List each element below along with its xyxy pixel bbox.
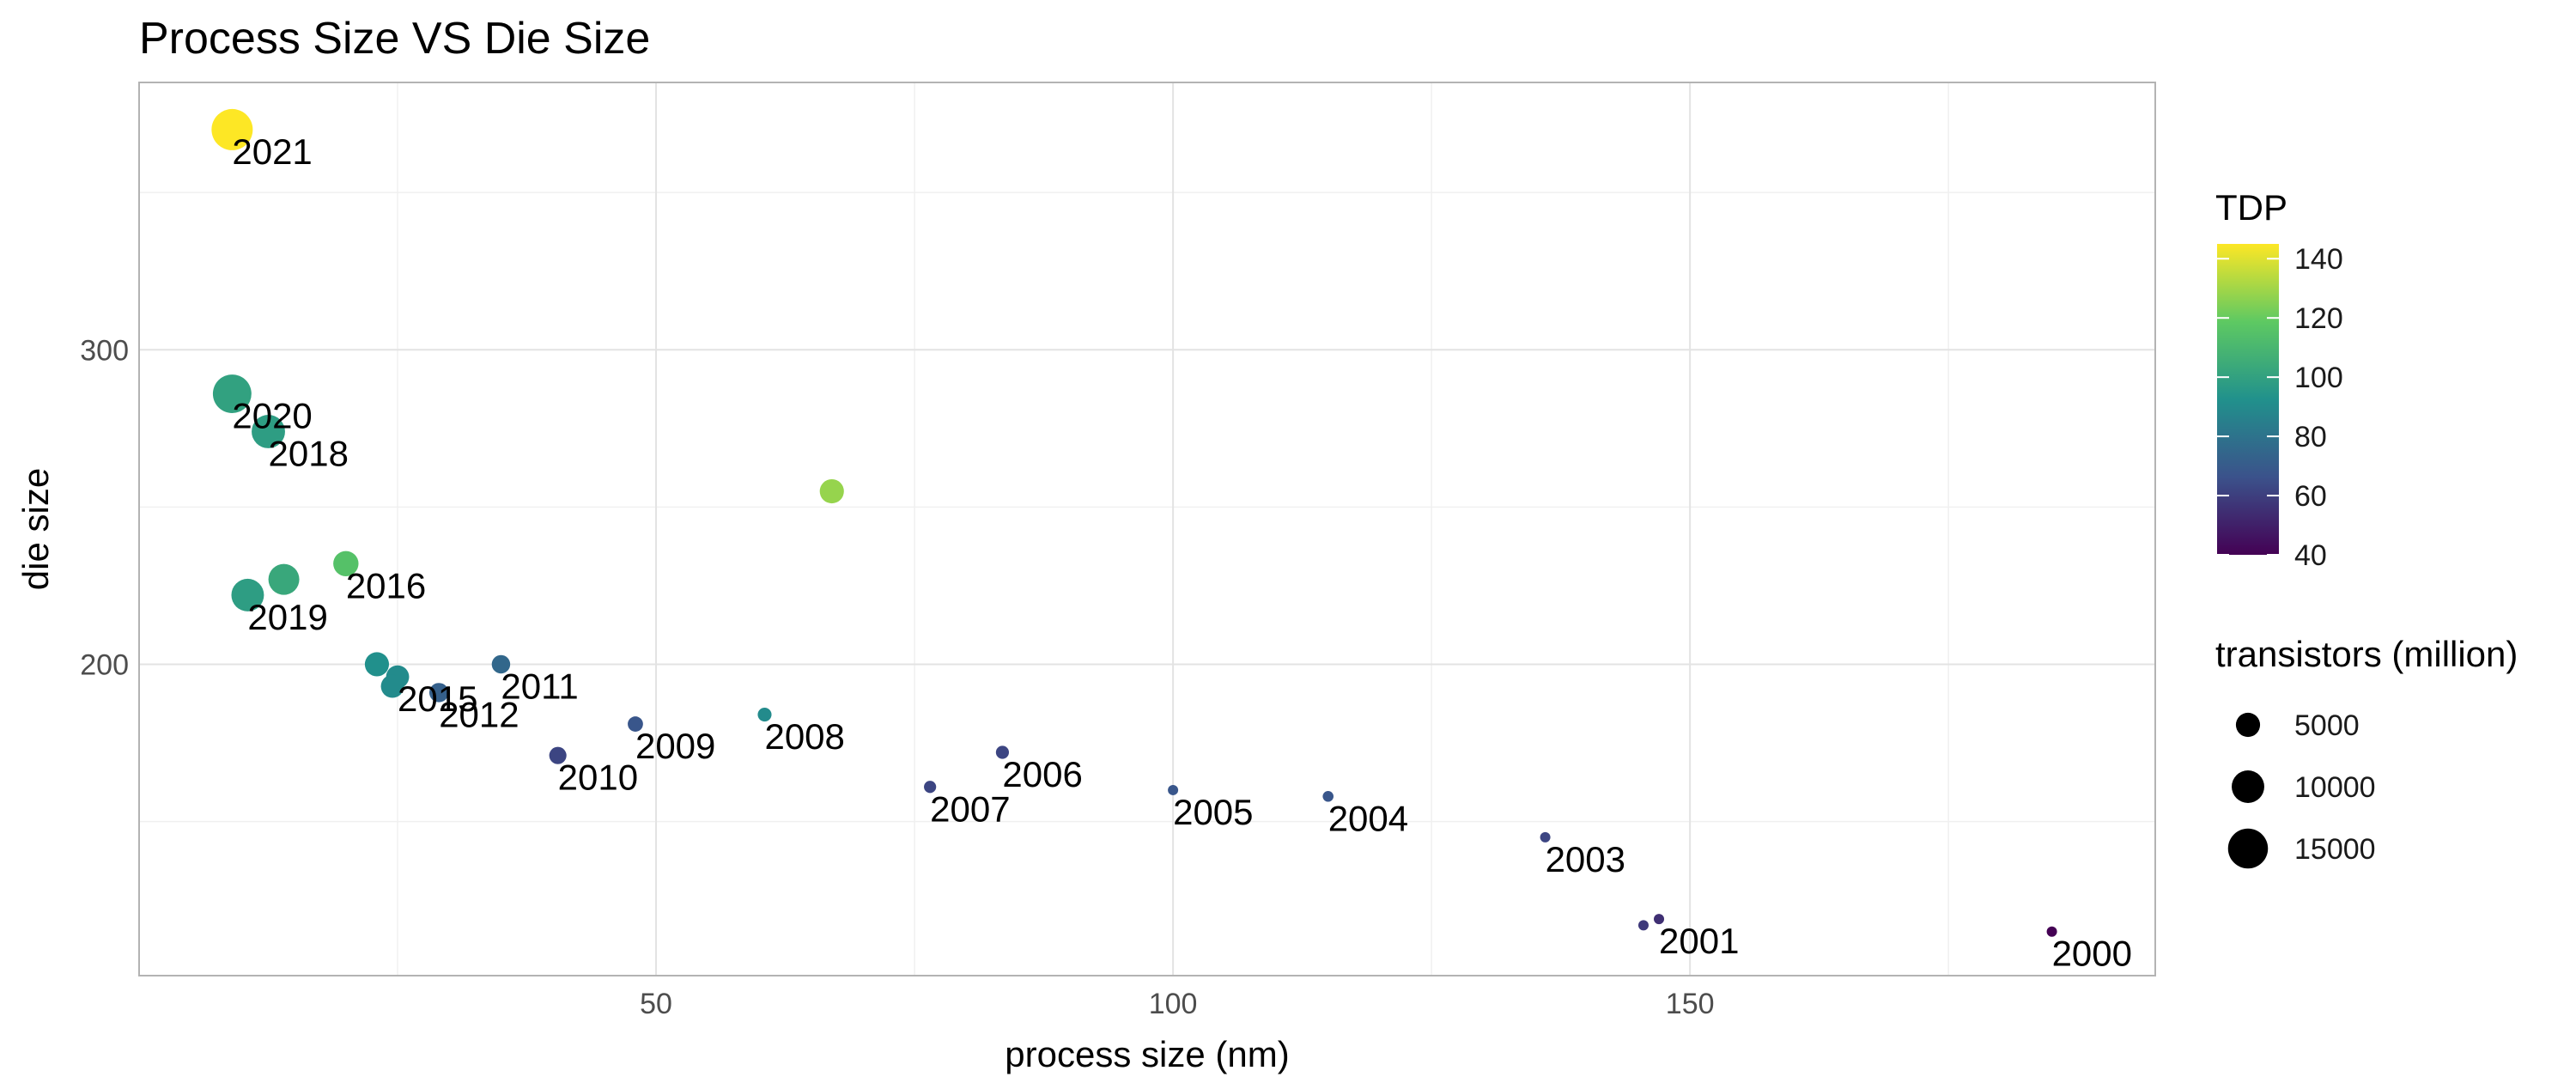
data-label: 2018 <box>269 433 349 473</box>
color-legend-label: 140 <box>2294 243 2343 276</box>
color-legend-ticks: 40 60 80 100 120 140 <box>2217 243 2343 572</box>
data-point <box>757 708 772 722</box>
data-point <box>380 674 404 698</box>
data-point <box>819 478 844 504</box>
data-label: 2010 <box>558 757 638 798</box>
data-label: 2006 <box>1002 754 1082 794</box>
data-label: 2021 <box>232 131 312 172</box>
x-tick-label: 100 <box>1149 988 1198 1020</box>
color-legend-label: 40 <box>2294 539 2327 572</box>
data-point <box>212 374 252 413</box>
data-label: 2005 <box>1173 792 1253 832</box>
color-legend-label: 120 <box>2294 302 2343 335</box>
chart-title: Process Size VS Die Size <box>139 14 650 64</box>
plot-panel-border <box>138 82 2156 976</box>
size-legend-label: 5000 <box>2294 709 2360 742</box>
size-legend-label: 10000 <box>2294 771 2376 804</box>
axis-ticks: 50 100 150 200 300 <box>80 334 1714 1020</box>
data-point <box>211 108 253 150</box>
data-label: 2009 <box>635 726 715 766</box>
size-legend-key <box>2232 770 2264 803</box>
data-point <box>231 578 264 611</box>
size-legend-key <box>2235 712 2261 738</box>
data-point <box>428 683 449 703</box>
data-point <box>628 716 643 732</box>
data-label: 2019 <box>247 597 327 637</box>
size-legend: transistors (million) 5000 10000 15000 <box>2215 634 2518 869</box>
data-points <box>211 108 2057 937</box>
data-point <box>333 551 359 576</box>
y-axis-title: die size <box>15 468 56 590</box>
y-tick-label: 200 <box>80 648 129 681</box>
data-point <box>252 415 285 448</box>
data-point <box>995 745 1010 759</box>
color-legend-label: 60 <box>2294 480 2327 513</box>
data-point <box>1540 831 1551 843</box>
color-legend-label: 100 <box>2294 362 2343 394</box>
grid-lines <box>139 82 2155 976</box>
data-label: 2003 <box>1546 839 1625 879</box>
size-legend-title: transistors (million) <box>2215 634 2518 674</box>
data-label: 2015 <box>398 678 477 719</box>
data-label: 2016 <box>346 565 426 605</box>
data-point <box>1168 784 1179 795</box>
x-tick-label: 50 <box>640 988 672 1020</box>
data-label: 2004 <box>1328 798 1408 838</box>
data-point <box>549 746 567 764</box>
color-legend-label: 80 <box>2294 421 2327 453</box>
data-label: 2000 <box>2052 934 2132 974</box>
data-point <box>364 652 390 677</box>
data-point <box>268 563 300 595</box>
size-legend-key <box>2227 828 2269 869</box>
data-point <box>2046 926 2057 937</box>
data-label: 2007 <box>930 788 1010 829</box>
color-legend: TDP 40 60 80 100 120 140 <box>2215 187 2343 572</box>
x-tick-label: 150 <box>1666 988 1715 1020</box>
data-label: 2001 <box>1659 921 1739 961</box>
data-label: 2011 <box>501 666 578 706</box>
data-point <box>1322 790 1334 802</box>
y-tick-label: 300 <box>80 334 129 367</box>
data-point <box>924 781 937 794</box>
data-point <box>1654 914 1665 925</box>
size-legend-label: 15000 <box>2294 833 2376 866</box>
size-legend-items: 5000 10000 15000 <box>2227 709 2376 869</box>
x-axis-title: process size (nm) <box>1005 1034 1289 1074</box>
data-label: 2008 <box>764 716 844 757</box>
data-label: 2020 <box>232 396 312 436</box>
data-point <box>491 654 511 674</box>
color-legend-bar <box>2217 244 2279 555</box>
data-point <box>1637 920 1649 931</box>
data-label: 2012 <box>439 694 519 734</box>
color-legend-title: TDP <box>2215 187 2287 228</box>
